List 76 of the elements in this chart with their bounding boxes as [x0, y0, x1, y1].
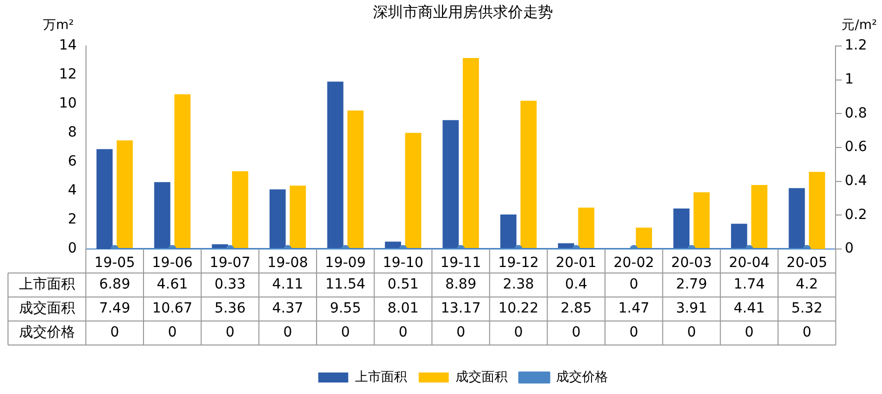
y-axis-title: 万m²: [42, 18, 74, 33]
y2-axis-title: 元/m²: [842, 18, 877, 33]
legend-label: 上市面积: [354, 370, 407, 385]
x-tick-label: 19-07: [210, 255, 250, 272]
data-label: 0: [456, 324, 466, 341]
data-label: 0: [340, 324, 350, 341]
x-tick-label: 19-06: [152, 255, 193, 272]
chart-title: 深圳市商业用房供求价走势: [373, 2, 553, 21]
legend-label: 成交价格: [556, 368, 608, 385]
data-label: 7.49: [99, 300, 130, 317]
y-tick-label: 0: [68, 240, 77, 257]
y-tick-label: 12: [58, 66, 77, 83]
data-label: 0: [572, 324, 581, 341]
data-label: 0.33: [214, 276, 246, 293]
data-label: 0: [110, 324, 120, 341]
data-label: 9.55: [330, 300, 361, 317]
y-tick-label: 8: [68, 124, 77, 141]
y2-tick-label: 1: [844, 71, 854, 88]
x-tick-label: 19-11: [440, 255, 482, 272]
y2-tick-label: 0.4: [844, 172, 868, 189]
data-label: 4.37: [272, 300, 304, 317]
data-label: 10.22: [498, 300, 539, 317]
data-label: 8.89: [445, 276, 476, 293]
data-label: 0: [744, 324, 754, 341]
x-tick-label: 19-12: [498, 255, 539, 272]
data-label: 4.41: [734, 300, 765, 317]
data-label: 0: [629, 324, 638, 341]
data-label: 11.54: [325, 276, 366, 293]
data-label: 0: [629, 276, 638, 293]
y2-tick-label: 0.6: [844, 139, 868, 156]
y2-tick-label: 1.2: [844, 38, 867, 54]
text: 成交面积: [18, 300, 75, 317]
y-tick-label: 14: [58, 38, 77, 54]
x-tick-label: 19-10: [382, 255, 424, 272]
data-label: 4.2: [796, 276, 818, 293]
data-label: 1.47: [618, 300, 650, 317]
data-label: 0: [283, 324, 292, 341]
text: 成交价格: [18, 324, 75, 341]
y-tick-label: 10: [58, 96, 77, 112]
data-label: 0: [398, 324, 408, 341]
data-label: 0.4: [565, 276, 588, 293]
data-label: 0.51: [388, 276, 419, 293]
text: 上市面积: [18, 276, 75, 293]
x-tick-label: 20-03: [671, 255, 712, 272]
x-tick-label: 20-04: [728, 255, 770, 272]
x-tick-label: 20-01: [556, 255, 596, 272]
y2-tick-label: 0.8: [844, 105, 867, 122]
data-label: 10.67: [152, 300, 192, 317]
x-tick-label: 20-02: [613, 255, 654, 272]
data-label: 0: [802, 324, 812, 341]
data-label: 8.01: [388, 300, 419, 317]
data-label: 0: [514, 324, 523, 341]
data-label: 6.89: [99, 276, 130, 293]
y-tick-label: 2: [68, 212, 77, 228]
y2-tick-label: 0: [844, 240, 854, 257]
data-label: 0: [168, 324, 177, 341]
data-label: 1.74: [734, 276, 765, 293]
x-tick-label: 19-05: [94, 255, 135, 272]
y-tick-label: 6: [68, 154, 77, 170]
data-label: 3.91: [676, 300, 708, 317]
y-tick-label: 4: [68, 182, 77, 199]
data-label: 2.79: [676, 276, 708, 293]
legend-label: 成交面积: [455, 368, 508, 385]
data-label: 4.11: [272, 276, 304, 293]
data-label: 5.36: [214, 300, 246, 317]
data-label: 0: [687, 324, 696, 341]
data-label: 5.32: [791, 300, 822, 317]
data-label: 13.17: [440, 300, 481, 317]
data-label: 2.85: [560, 300, 592, 317]
x-tick-label: 19-08: [267, 255, 308, 272]
data-label: 4.61: [156, 276, 188, 293]
data-label: 0: [226, 324, 234, 341]
x-tick-label: 20-05: [786, 255, 828, 272]
x-tick-label: 19-09: [325, 255, 366, 272]
y2-tick-label: 0.2: [844, 206, 867, 223]
data-label: 2.38: [502, 276, 534, 293]
